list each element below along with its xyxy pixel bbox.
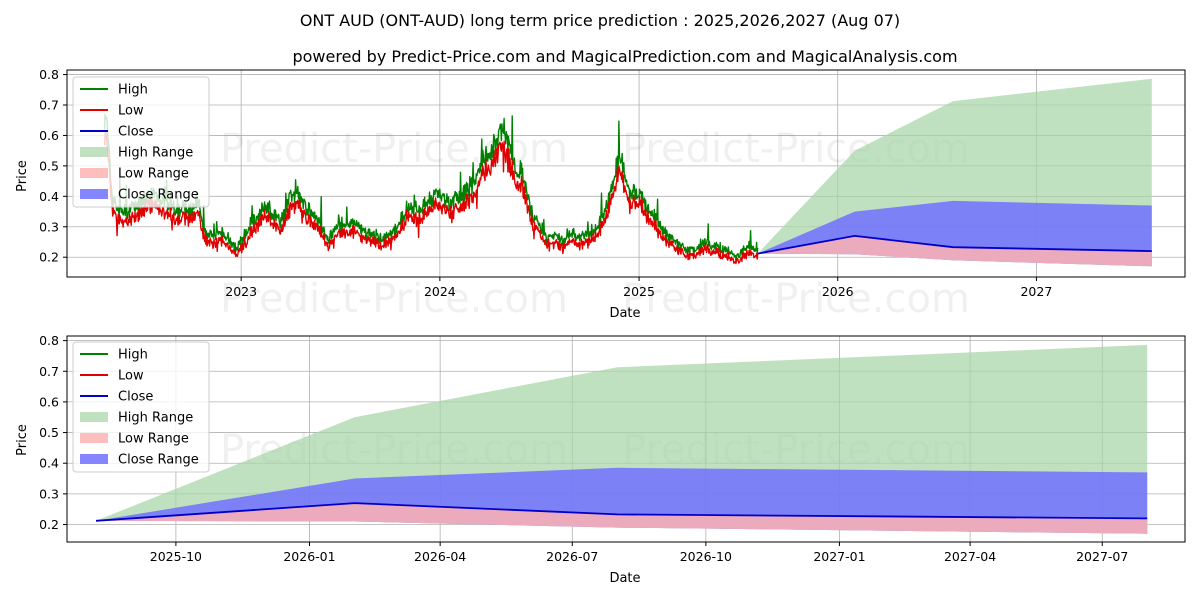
axis-ticks: 0.2 0.3 0.4 0.5 0.6 0.7 0.8 2023 2024 2025 2026 202… bbox=[39, 67, 1052, 299]
legend-low-label: Low bbox=[118, 369, 144, 384]
history-low-line bbox=[103, 131, 759, 265]
x-tick-label: 2027-01 bbox=[813, 549, 865, 564]
figure-title: ONT AUD (ONT-AUD) long term price predic… bbox=[300, 11, 900, 30]
x-tick-label: 2023 bbox=[225, 284, 257, 299]
legend-close-label: Close bbox=[118, 125, 153, 140]
legend-close-range-label: Close Range bbox=[118, 453, 199, 468]
forecast-close-line bbox=[95, 502, 1148, 522]
x-tick-label: 2026-04 bbox=[414, 549, 466, 564]
legend-high-range-label: High Range bbox=[118, 146, 193, 161]
y-tick-label: 0.7 bbox=[39, 364, 59, 379]
plot-area bbox=[103, 78, 1152, 267]
y-tick-label: 0.5 bbox=[39, 425, 59, 440]
legend-low-range-label: Low Range bbox=[118, 167, 189, 182]
legend-high-label: High bbox=[118, 83, 148, 98]
legend-close-range-swatch bbox=[80, 454, 108, 464]
prediction-detail-panel: Predict-Price.com Predict-Price.com 0.20… bbox=[15, 333, 1186, 586]
x-tick-label: 2027 bbox=[1020, 284, 1052, 299]
plot-frame bbox=[66, 69, 1186, 278]
x-tick-label: 2025-10 bbox=[150, 549, 202, 564]
history-and-forecast-panel: Predict-Price.com Predict-Price.com Pred… bbox=[15, 67, 1186, 322]
low-range-band bbox=[757, 235, 1152, 267]
watermark: Predict-Price.com bbox=[622, 276, 970, 322]
legend-close-label: Close bbox=[118, 390, 153, 405]
y-tick-label: 0.8 bbox=[39, 333, 59, 348]
x-tick-label: 2026-01 bbox=[283, 549, 335, 564]
x-tick-label: 2025 bbox=[623, 284, 655, 299]
x-axis-label: Date bbox=[609, 306, 640, 321]
x-tick-label: 2026-07 bbox=[546, 549, 598, 564]
y-axis-label: Price bbox=[15, 424, 30, 456]
legend: High Low Close High Range Low Range Close Ran… bbox=[72, 341, 210, 473]
x-tick-label: 2026-10 bbox=[680, 549, 732, 564]
legend-low-label: Low bbox=[118, 104, 144, 119]
y-tick-label: 0.6 bbox=[39, 128, 59, 143]
plot-area bbox=[95, 344, 1148, 534]
forecast-close-line bbox=[757, 235, 1152, 255]
y-tick-label: 0.3 bbox=[39, 219, 59, 234]
y-tick-label: 0.6 bbox=[39, 394, 59, 409]
legend-low-range-swatch bbox=[80, 168, 108, 178]
watermark: Predict-Price.com bbox=[220, 276, 568, 322]
x-tick-label: 2024 bbox=[424, 284, 456, 299]
x-tick-label: 2026 bbox=[822, 284, 854, 299]
y-axis-label: Price bbox=[15, 160, 30, 192]
y-tick-label: 0.4 bbox=[39, 456, 59, 471]
y-tick-label: 0.8 bbox=[39, 67, 59, 82]
legend-high-label: High bbox=[118, 348, 148, 363]
y-tick-label: 0.4 bbox=[39, 189, 59, 204]
y-tick-label: 0.7 bbox=[39, 98, 59, 113]
legend-low-range-label: Low Range bbox=[118, 432, 189, 447]
y-tick-label: 0.5 bbox=[39, 158, 59, 173]
figure-subtitle: powered by Predict-Price.com and Magical… bbox=[292, 47, 957, 66]
y-tick-label: 0.2 bbox=[39, 250, 59, 265]
legend-high-range-swatch bbox=[80, 412, 108, 422]
x-tick-label: 2027-04 bbox=[944, 549, 996, 564]
legend-close-range-label: Close Range bbox=[118, 188, 199, 203]
legend-high-range-label: High Range bbox=[118, 411, 193, 426]
watermark: Predict-Price.com bbox=[220, 126, 568, 172]
legend-close-range-swatch bbox=[80, 189, 108, 199]
x-tick-label: 2027-07 bbox=[1076, 549, 1128, 564]
x-axis-label: Date bbox=[609, 571, 640, 586]
legend-low-range-swatch bbox=[80, 433, 108, 443]
plot-frame bbox=[66, 335, 1186, 543]
y-tick-label: 0.3 bbox=[39, 486, 59, 501]
y-tick-label: 0.2 bbox=[39, 517, 59, 532]
history-high-line bbox=[103, 113, 759, 261]
low-range-band bbox=[96, 503, 1148, 534]
legend-high-range-swatch bbox=[80, 147, 108, 157]
legend: High Low Close High Range Low Range Close Ran… bbox=[72, 76, 210, 208]
axis-ticks: 0.2 0.3 0.4 0.5 0.6 0.7 0.8 2025-10 2026-01 2026-… bbox=[39, 333, 1128, 564]
